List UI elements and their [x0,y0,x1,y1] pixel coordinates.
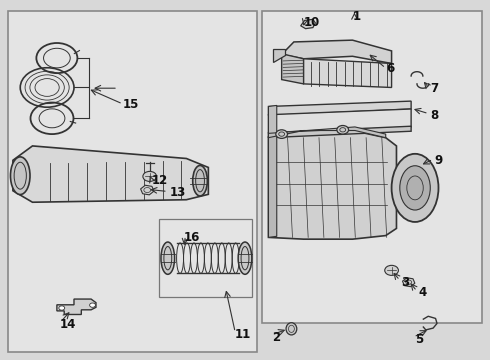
Text: 2: 2 [272,330,280,343]
Polygon shape [273,49,285,62]
Polygon shape [269,135,277,237]
Polygon shape [269,101,411,116]
Polygon shape [269,127,386,138]
Text: 11: 11 [234,328,250,341]
Polygon shape [304,59,392,87]
Text: 15: 15 [123,98,139,111]
Text: 13: 13 [169,186,186,199]
Ellipse shape [10,157,30,194]
Circle shape [59,306,65,310]
Circle shape [143,171,157,181]
Text: 9: 9 [435,154,443,167]
Text: 4: 4 [418,287,427,300]
Circle shape [276,130,288,138]
Polygon shape [269,105,277,138]
Polygon shape [301,19,316,29]
Bar [262,12,482,323]
Ellipse shape [193,166,207,196]
Text: 7: 7 [431,82,439,95]
Ellipse shape [392,154,439,222]
Circle shape [337,126,348,134]
Text: 14: 14 [59,318,75,331]
Polygon shape [269,109,411,134]
Text: 3: 3 [401,276,410,289]
Circle shape [90,303,96,307]
Text: 1: 1 [352,10,361,23]
Polygon shape [57,299,96,315]
Bar [8,12,257,352]
Ellipse shape [400,166,430,210]
Polygon shape [13,146,208,202]
Ellipse shape [161,242,174,274]
Circle shape [385,265,398,275]
Text: 10: 10 [304,16,320,29]
Text: 5: 5 [415,333,423,346]
Text: 8: 8 [431,109,439,122]
Text: 6: 6 [387,62,395,75]
Ellipse shape [238,242,252,274]
Polygon shape [282,40,392,63]
Ellipse shape [286,323,297,335]
Polygon shape [282,54,304,84]
Bar [159,220,252,297]
Polygon shape [269,126,411,138]
Text: 16: 16 [184,231,200,244]
Text: 12: 12 [152,174,169,186]
Polygon shape [269,131,396,239]
